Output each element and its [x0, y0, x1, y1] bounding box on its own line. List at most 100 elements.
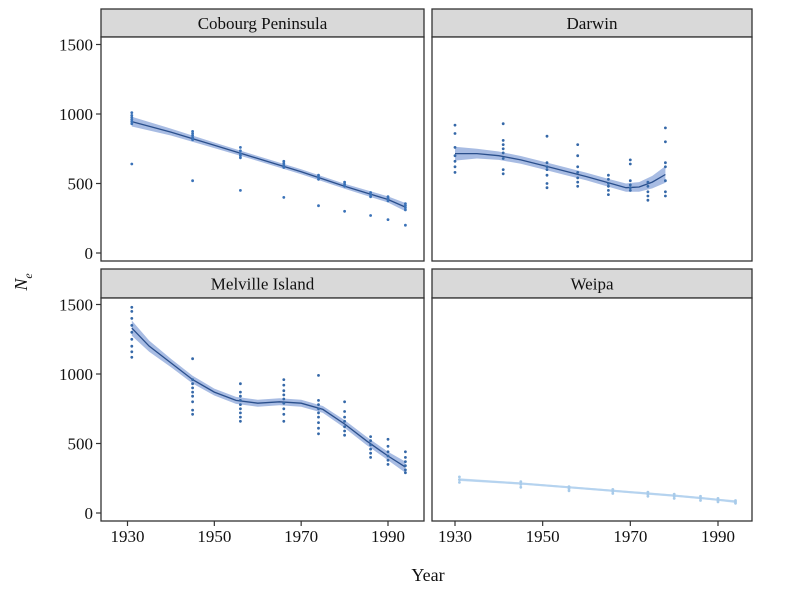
y-axis-title: Ne	[11, 273, 35, 292]
data-point	[664, 161, 667, 165]
data-point	[607, 182, 610, 185]
data-point	[282, 407, 286, 411]
data-point	[501, 139, 505, 142]
data-point	[130, 122, 134, 126]
panel-border	[431, 36, 753, 262]
fit-line	[455, 152, 666, 189]
data-point	[545, 182, 549, 185]
data-point	[369, 195, 372, 199]
data-point	[239, 189, 242, 192]
data-point	[453, 132, 457, 135]
data-point	[239, 394, 242, 398]
data-point	[191, 400, 195, 404]
data-point	[130, 162, 134, 166]
data-point	[343, 182, 346, 186]
data-point	[191, 134, 195, 137]
x-tick-label: 1930	[438, 527, 472, 546]
data-point	[191, 136, 195, 140]
data-point	[501, 143, 505, 147]
data-point	[239, 390, 242, 394]
data-point	[369, 439, 372, 443]
data-point	[664, 165, 667, 169]
data-point	[734, 501, 737, 505]
data-point	[130, 344, 134, 348]
data-point	[191, 386, 195, 390]
data-point	[239, 399, 242, 402]
data-point	[519, 485, 523, 489]
data-point	[664, 126, 667, 130]
panel-strip	[431, 268, 753, 299]
data-point	[611, 488, 615, 491]
data-point	[386, 454, 390, 458]
data-point	[317, 374, 320, 377]
data-point	[567, 489, 571, 493]
data-point	[576, 154, 580, 158]
data-point	[191, 378, 195, 381]
data-point	[576, 143, 580, 147]
data-point	[239, 415, 242, 419]
panel-0: Cobourg Peninsula 0 500 1000 1500	[59, 8, 425, 263]
data-point	[282, 196, 286, 199]
data-point	[191, 408, 195, 412]
data-point	[130, 118, 134, 121]
data-point	[607, 184, 610, 188]
data-point	[343, 410, 346, 413]
data-point	[545, 186, 549, 190]
data-point	[567, 487, 571, 491]
panel-background	[101, 37, 424, 261]
x-tick-label: 1950	[197, 527, 231, 546]
panel-plot-area	[130, 305, 407, 475]
x-tick-label: 1930	[111, 527, 145, 546]
data-point	[282, 161, 286, 165]
data-point	[369, 435, 372, 438]
data-point	[386, 218, 390, 222]
data-point	[672, 497, 676, 500]
data-point	[317, 411, 320, 415]
x-tick-label: 1970	[613, 527, 647, 546]
data-point	[404, 204, 407, 208]
data-point	[282, 393, 286, 397]
data-point	[282, 166, 286, 169]
data-point	[239, 407, 242, 411]
data-point	[646, 180, 650, 184]
y-tick-label: 1000	[59, 105, 93, 124]
data-point	[239, 154, 242, 158]
data-point	[386, 458, 390, 462]
panel-2: Melville Island 0 500 1000 1500 1930 1950 1970 1…	[59, 268, 425, 546]
data-point	[607, 193, 610, 197]
panel-border	[431, 297, 753, 522]
data-point	[282, 164, 286, 167]
data-point	[576, 165, 580, 169]
data-point	[628, 183, 632, 187]
data-point	[646, 492, 650, 496]
data-point	[191, 412, 195, 416]
data-point	[545, 173, 549, 177]
data-point	[130, 114, 134, 117]
data-point	[628, 162, 632, 166]
data-point	[343, 419, 346, 423]
y-tick-label: 1500	[59, 36, 93, 55]
panel-title: Melville Island	[211, 275, 315, 294]
data-point	[545, 165, 549, 169]
data-point	[369, 214, 372, 217]
data-point	[386, 197, 390, 201]
data-point	[716, 497, 720, 500]
panel-strip	[431, 8, 753, 38]
data-point	[576, 184, 580, 188]
data-point	[191, 130, 195, 133]
data-point	[386, 437, 390, 441]
fit-line	[131, 120, 406, 208]
data-point	[317, 173, 320, 177]
data-point	[501, 172, 505, 176]
data-point	[646, 490, 650, 494]
y-axis-title-main: N	[11, 278, 31, 292]
data-point	[317, 421, 320, 424]
y-tick-label: 0	[85, 244, 94, 263]
data-point	[611, 492, 615, 495]
panel-background	[101, 298, 424, 521]
data-point	[386, 444, 390, 448]
data-point	[664, 179, 667, 183]
data-point	[130, 310, 134, 313]
data-point	[239, 382, 242, 386]
data-point	[611, 490, 615, 493]
